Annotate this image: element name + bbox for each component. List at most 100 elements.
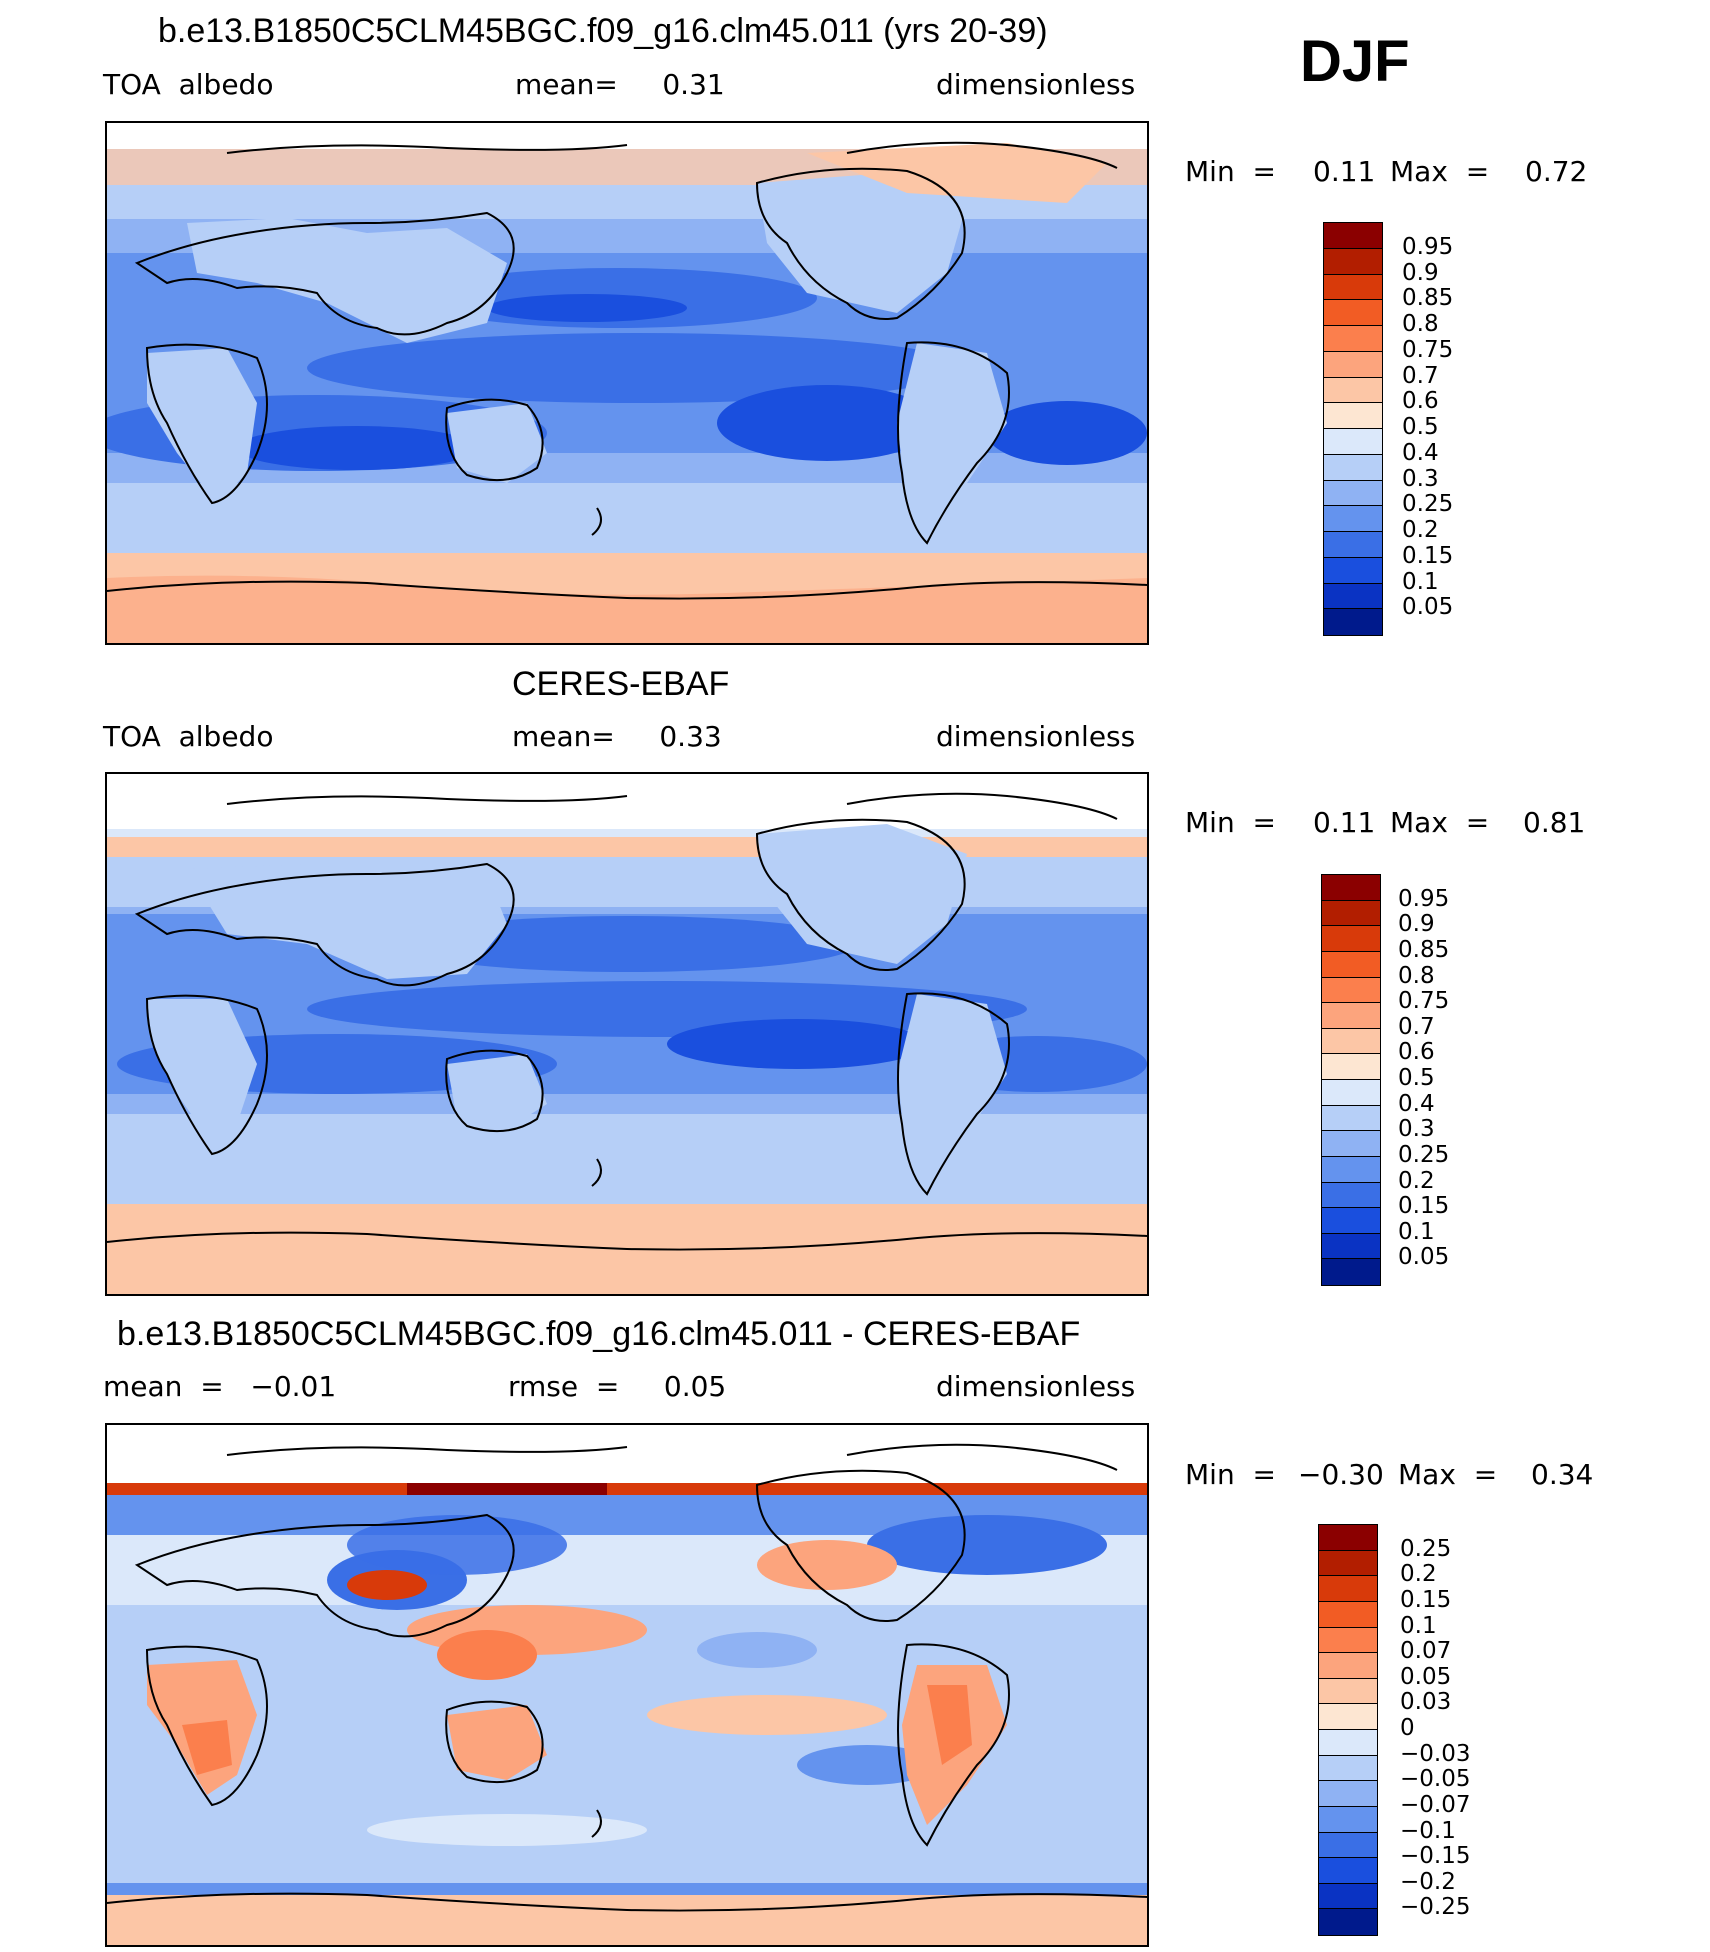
colorbar-3-cell — [1319, 1781, 1377, 1807]
colorbar-2-tick-label: 0.05 — [1398, 1244, 1450, 1271]
colorbar-2-cell — [1322, 1028, 1380, 1055]
panel-2-map — [105, 772, 1149, 1296]
colorbar-2-tick-label: 0.7 — [1398, 1013, 1435, 1040]
colorbar-1-cell — [1324, 506, 1382, 532]
colorbar-3-tick-label: −0.03 — [1400, 1740, 1471, 1767]
colorbar-1-cell — [1324, 300, 1382, 326]
colorbar-3-tick-label: −0.1 — [1400, 1817, 1456, 1844]
panel-1-min-value: 0.11 — [1313, 155, 1376, 188]
colorbar-3-tick-label: 0.1 — [1400, 1612, 1437, 1639]
colorbar-1-tick-label: 0.95 — [1402, 233, 1454, 260]
panel-2-min-value: 0.11 — [1313, 806, 1376, 839]
colorbar-1-cell — [1324, 429, 1382, 455]
colorbar-2-tick-label: 0.85 — [1398, 936, 1450, 963]
colorbar-3-tick-label: 0.03 — [1400, 1689, 1452, 1716]
colorbar-1-tick-label: 0.9 — [1402, 259, 1439, 286]
colorbar-1-tick-label: 0.8 — [1402, 311, 1439, 337]
colorbar-2-tick-label: 0.95 — [1398, 885, 1450, 912]
panel-3-title: b.e13.B1850C5CLM45BGC.f09_g16.clm45.011 … — [117, 1315, 1081, 1353]
colorbar-2-cell — [1322, 1080, 1380, 1106]
colorbar-1-tick-label: 0.4 — [1402, 439, 1439, 466]
colorbar-3-tick-label: −0.25 — [1400, 1894, 1471, 1921]
panel-3-units-label: dimensionless — [936, 1370, 1136, 1403]
colorbar-1-tick-label: 0.5 — [1402, 414, 1439, 440]
colorbar-3-tick-label: 0.15 — [1400, 1586, 1452, 1613]
colorbar-2-tick-label: 0.4 — [1398, 1090, 1435, 1117]
colorbar-1-tick-label: 0.05 — [1402, 594, 1454, 621]
colorbar-1-cell — [1324, 609, 1382, 635]
colorbar-2 — [1321, 874, 1381, 1286]
colorbar-2-tick-label: 0.75 — [1398, 988, 1450, 1015]
colorbar-1-cell — [1324, 454, 1382, 481]
panel-1-units-label: dimensionless — [936, 68, 1136, 101]
colorbar-2-cell — [1322, 951, 1380, 978]
colorbar-2-cell — [1322, 926, 1380, 952]
colorbar-3-tick-label: −0.15 — [1400, 1843, 1471, 1870]
colorbar-3-cell — [1319, 1678, 1377, 1705]
colorbar-2-cell — [1322, 1131, 1380, 1157]
colorbar-2-cell — [1322, 900, 1380, 927]
panel-1-mean-label: mean= 0.31 — [515, 68, 725, 101]
colorbar-2-tick-label: 0.1 — [1398, 1218, 1435, 1245]
colorbar-3-cell — [1319, 1730, 1377, 1756]
colorbar-1-tick-label: 0.15 — [1402, 542, 1454, 569]
panel-1-field-label: TOA albedo — [103, 68, 274, 101]
colorbar-3-cell — [1319, 1653, 1377, 1679]
colorbar-1-cell — [1324, 403, 1382, 429]
colorbar-1-cell — [1324, 248, 1382, 275]
colorbar-1-cell — [1324, 532, 1382, 558]
colorbar-3-cell — [1319, 1576, 1377, 1602]
panel-3-min-value: −0.30 — [1298, 1458, 1384, 1491]
colorbar-2-tick-label: 0.5 — [1398, 1065, 1435, 1091]
colorbar-3-cell — [1319, 1909, 1377, 1935]
colorbar-3-cell — [1319, 1755, 1377, 1782]
colorbar-3-tick-label: 0 — [1400, 1715, 1415, 1741]
colorbar-2-tick-label: 0.3 — [1398, 1116, 1435, 1143]
colorbar-1-tick-label: 0.2 — [1402, 517, 1439, 543]
colorbar-2-cell — [1322, 1208, 1380, 1234]
panel-2-max-value: 0.81 — [1523, 806, 1586, 839]
colorbar-1-cell — [1324, 351, 1382, 378]
panel-3-max-label: Max = — [1398, 1458, 1498, 1491]
colorbar-1-cell — [1324, 557, 1382, 584]
colorbar-1-tick-label: 0.75 — [1402, 336, 1454, 363]
panel-3-map — [105, 1423, 1149, 1947]
colorbar-1-tick-label: 0.25 — [1402, 491, 1454, 518]
colorbar-2-cell — [1322, 1054, 1380, 1080]
colorbar-2-cell — [1322, 1182, 1380, 1209]
colorbar-2-tick-label: 0.8 — [1398, 962, 1435, 989]
colorbar-1-tick-label: 0.7 — [1402, 362, 1439, 389]
colorbar-3-tick-label: −0.2 — [1400, 1868, 1456, 1895]
colorbar-2-cell — [1322, 1233, 1380, 1260]
colorbar-3-cell — [1319, 1627, 1377, 1654]
panel-3-min-label: Min = — [1185, 1458, 1276, 1491]
panel-3-rmse-label: rmse = 0.05 — [508, 1370, 727, 1403]
panel-2-max-label: Max = — [1390, 806, 1490, 839]
colorbar-2-cell — [1322, 1105, 1380, 1132]
colorbar-2-cell — [1322, 875, 1380, 901]
colorbar-2-cell — [1322, 1259, 1380, 1285]
colorbar-3 — [1318, 1524, 1378, 1936]
colorbar-1-cell — [1324, 274, 1382, 301]
colorbar-3-cell — [1319, 1550, 1377, 1577]
colorbar-1-cell — [1324, 377, 1382, 404]
colorbar-3-tick-label: 0.2 — [1400, 1561, 1437, 1588]
colorbar-2-tick-label: 0.6 — [1398, 1039, 1435, 1066]
colorbar-1-cell — [1324, 223, 1382, 249]
colorbar-2-cell — [1322, 977, 1380, 1004]
colorbar-1 — [1323, 222, 1383, 636]
colorbar-3-cell — [1319, 1525, 1377, 1551]
panel-2-title: CERES-EBAF — [512, 665, 730, 703]
panel-3-mean-label: mean = −0.01 — [103, 1370, 337, 1403]
panel-2-mean-label: mean= 0.33 — [512, 720, 722, 753]
colorbar-2-tick-label: 0.25 — [1398, 1141, 1450, 1168]
panel-1-min-label: Min = — [1185, 155, 1276, 188]
colorbar-2-tick-label: 0.9 — [1398, 911, 1435, 938]
panel-3-max-value: 0.34 — [1531, 1458, 1594, 1491]
colorbar-1-cell — [1324, 326, 1382, 352]
colorbar-1-tick-label: 0.85 — [1402, 285, 1454, 312]
colorbar-3-tick-label: −0.07 — [1400, 1791, 1471, 1818]
colorbar-3-cell — [1319, 1883, 1377, 1910]
panel-1-map — [105, 121, 1149, 645]
colorbar-3-tick-label: 0.07 — [1400, 1638, 1452, 1665]
